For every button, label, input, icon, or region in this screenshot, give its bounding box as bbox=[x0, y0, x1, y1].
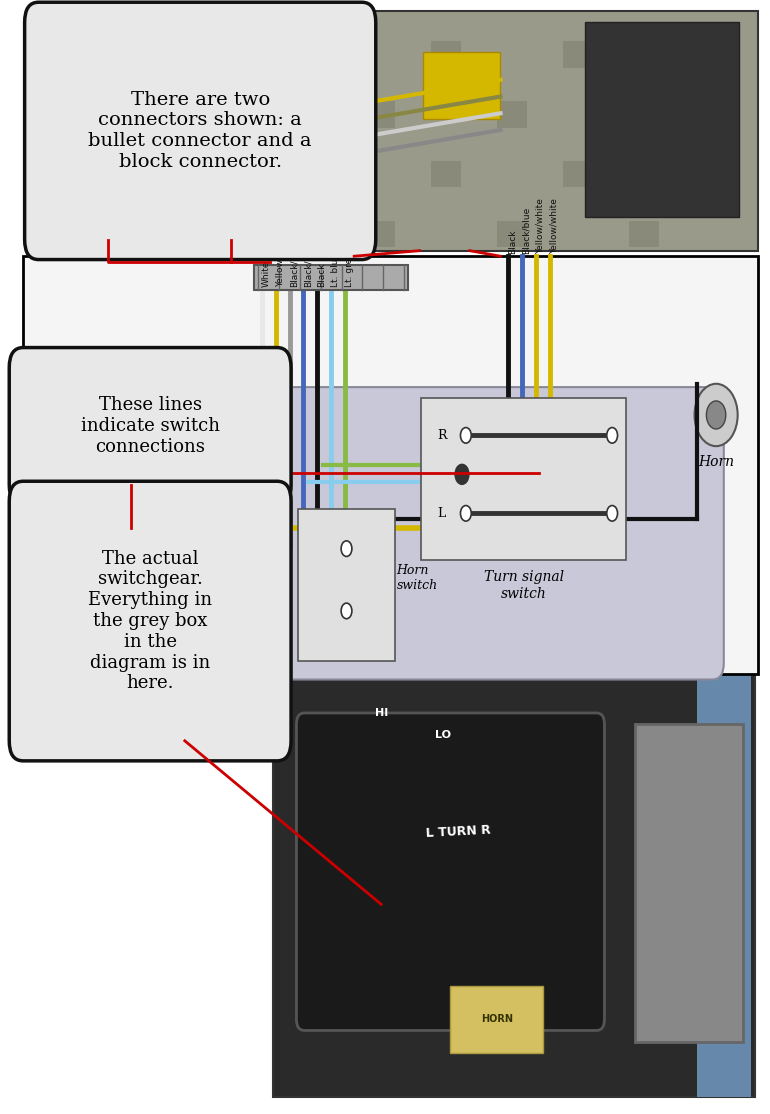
Bar bbox=[430, 160, 461, 187]
Text: Lt. blue: Lt. blue bbox=[331, 253, 340, 287]
Text: Dimmer
switch: Dimmer switch bbox=[122, 570, 179, 600]
Circle shape bbox=[341, 540, 352, 556]
Text: Black/blue: Black/blue bbox=[522, 207, 531, 254]
Text: Hi: Hi bbox=[79, 432, 94, 444]
Bar bbox=[254, 265, 408, 290]
Text: R: R bbox=[437, 429, 447, 442]
Text: Lt. green: Lt. green bbox=[345, 247, 354, 287]
Bar bbox=[695, 160, 725, 187]
Bar bbox=[508, 466, 543, 486]
FancyBboxPatch shape bbox=[9, 348, 291, 505]
Bar bbox=[697, 668, 751, 1097]
Text: There are two
connectors shown: a
bullet connector and a
block connector.: There are two connectors shown: a bullet… bbox=[89, 90, 312, 172]
Circle shape bbox=[460, 506, 471, 521]
Bar bbox=[424, 52, 501, 119]
FancyBboxPatch shape bbox=[296, 713, 604, 1030]
Text: HORN: HORN bbox=[480, 1015, 513, 1024]
Bar bbox=[629, 221, 659, 247]
Bar bbox=[430, 41, 461, 68]
Text: L: L bbox=[437, 507, 446, 520]
Bar bbox=[364, 101, 395, 128]
Bar bbox=[695, 41, 725, 68]
FancyBboxPatch shape bbox=[9, 481, 291, 761]
Bar bbox=[273, 668, 755, 1097]
Bar bbox=[635, 724, 743, 1042]
Circle shape bbox=[460, 428, 471, 443]
Bar bbox=[364, 221, 395, 247]
Bar bbox=[585, 22, 739, 217]
Bar bbox=[23, 256, 758, 674]
Bar bbox=[629, 101, 659, 128]
Circle shape bbox=[102, 431, 113, 447]
FancyBboxPatch shape bbox=[42, 388, 724, 680]
FancyBboxPatch shape bbox=[25, 2, 376, 260]
Bar bbox=[362, 11, 758, 251]
Text: Yellow/white: Yellow/white bbox=[550, 198, 559, 254]
Circle shape bbox=[706, 401, 726, 429]
Circle shape bbox=[218, 499, 229, 515]
Bar bbox=[563, 160, 593, 187]
Bar bbox=[497, 221, 527, 247]
Text: Black/blue: Black/blue bbox=[303, 241, 313, 287]
Bar bbox=[563, 41, 593, 68]
Text: Black: Black bbox=[317, 263, 326, 287]
Bar bbox=[450, 986, 543, 1053]
Text: Yellow: Yellow bbox=[276, 260, 285, 287]
Text: The actual
switchgear.
Everything in
the grey box
in the
diagram is in
here.: The actual switchgear. Everything in the… bbox=[88, 549, 213, 693]
Circle shape bbox=[455, 465, 469, 485]
Text: Yellow/white: Yellow/white bbox=[536, 198, 545, 254]
Text: Black: Black bbox=[508, 229, 517, 254]
Circle shape bbox=[695, 383, 738, 446]
FancyBboxPatch shape bbox=[63, 398, 237, 560]
FancyBboxPatch shape bbox=[298, 509, 395, 661]
Circle shape bbox=[102, 499, 113, 515]
Text: Lo: Lo bbox=[79, 500, 95, 514]
Circle shape bbox=[341, 603, 352, 618]
Bar bbox=[497, 101, 527, 128]
Text: These lines
indicate switch
connections: These lines indicate switch connections bbox=[81, 397, 219, 456]
Text: White: White bbox=[262, 261, 271, 287]
Text: Horn: Horn bbox=[698, 456, 734, 469]
FancyBboxPatch shape bbox=[421, 398, 626, 560]
Text: L TURN R: L TURN R bbox=[425, 823, 491, 840]
Text: Horn
switch: Horn switch bbox=[397, 564, 437, 592]
Text: Black/white: Black/white bbox=[290, 235, 299, 287]
Circle shape bbox=[607, 428, 618, 443]
Circle shape bbox=[607, 506, 618, 521]
Text: Turn signal
switch: Turn signal switch bbox=[484, 570, 564, 600]
Text: HI: HI bbox=[374, 709, 388, 717]
Text: LO: LO bbox=[435, 731, 450, 740]
Circle shape bbox=[218, 431, 229, 447]
